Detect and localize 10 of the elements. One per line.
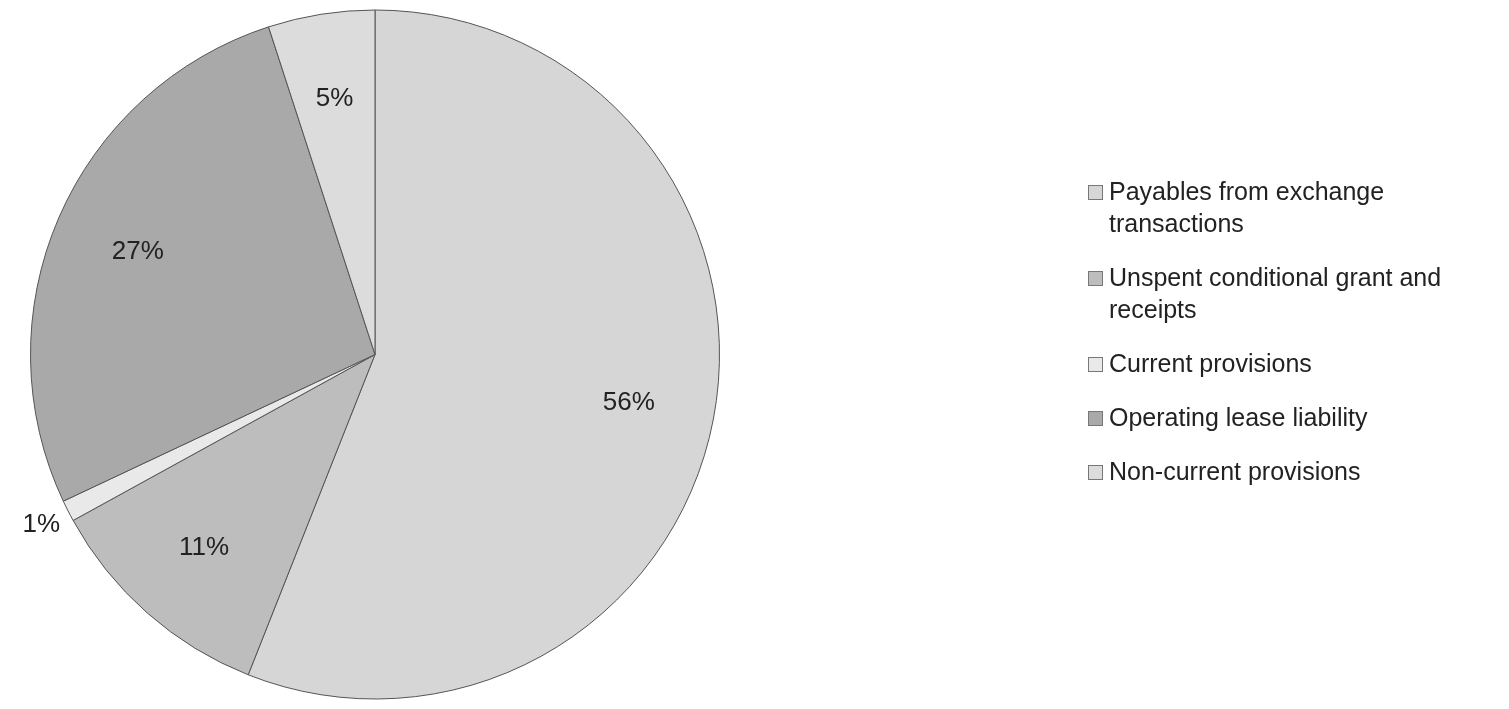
legend-label: Non-current provisions (1109, 456, 1361, 487)
legend-label: Operating lease liability (1109, 402, 1368, 433)
legend-label: Unspent conditional grant and receipts (1109, 262, 1443, 325)
data-label: 5% (315, 82, 354, 113)
data-label: 27% (111, 235, 164, 266)
legend-label: Payables from exchange transactions (1109, 176, 1386, 239)
data-label: 11% (179, 531, 230, 562)
legend-label: Current provisions (1109, 348, 1312, 379)
data-label: 1% (22, 507, 61, 538)
data-label: 56% (602, 386, 655, 417)
